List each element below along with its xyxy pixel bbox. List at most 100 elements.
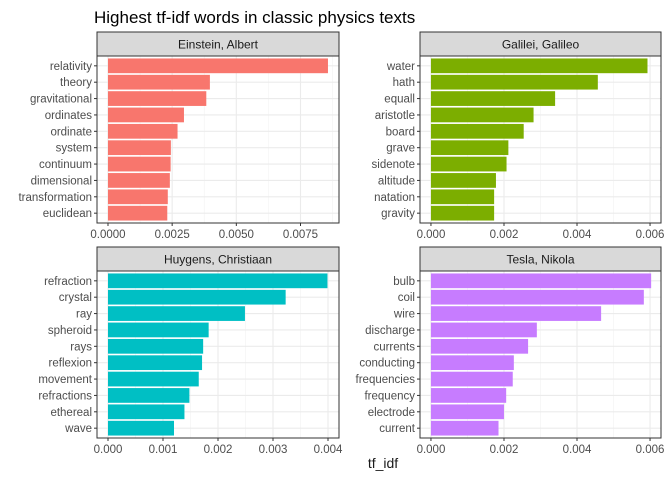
bar xyxy=(107,205,168,221)
x-axis-title: tf_idf xyxy=(368,455,398,471)
y-tick-label: conducting xyxy=(359,358,415,370)
y-tick-label: wire xyxy=(393,309,415,321)
x-tick-label: 0.001 xyxy=(149,444,178,456)
bar xyxy=(107,91,207,106)
bar xyxy=(430,338,529,354)
x-tick-label: 0.0075 xyxy=(283,229,318,241)
bar xyxy=(107,156,171,172)
y-tick-label: refraction xyxy=(44,276,92,288)
bar xyxy=(108,371,199,387)
bar xyxy=(430,388,507,403)
bar xyxy=(108,388,190,403)
bar xyxy=(107,173,170,188)
y-tick-label: continuum xyxy=(39,159,92,171)
x-tick-label: 0.000 xyxy=(417,229,446,241)
y-tick-label: discharge xyxy=(365,325,415,337)
facet-strip-label: Huygens, Christiaan xyxy=(164,253,272,267)
bar xyxy=(430,404,504,420)
x-tick-label: 0.002 xyxy=(490,444,519,456)
y-tick-label: gravity xyxy=(381,208,415,220)
bar xyxy=(107,107,184,123)
y-tick-label: dimensional xyxy=(31,175,92,187)
bar xyxy=(430,273,652,289)
bar xyxy=(430,322,537,338)
bar xyxy=(430,420,499,436)
bar xyxy=(430,306,602,321)
y-tick-label: gravitational xyxy=(30,94,92,106)
y-tick-label: system xyxy=(56,143,92,155)
y-tick-label: electrode xyxy=(368,407,415,419)
y-tick-label: frequencies xyxy=(356,374,416,386)
y-tick-label: transformation xyxy=(18,192,92,204)
y-tick-label: current xyxy=(379,423,416,435)
y-tick-label: wave xyxy=(64,423,92,435)
x-tick-label: 0.003 xyxy=(259,444,288,456)
bar xyxy=(107,58,328,74)
facet-strip-label: Einstein, Albert xyxy=(178,38,259,52)
bar xyxy=(430,123,524,139)
bar xyxy=(430,371,513,387)
facet-panel: Einstein, Albert relativity theory gravitat… xyxy=(18,31,340,241)
x-tick-label: 0.0050 xyxy=(219,229,254,241)
facet-strip-label: Galilei, Galileo xyxy=(502,38,580,52)
bar xyxy=(108,322,209,338)
y-tick-label: ethereal xyxy=(50,407,92,419)
y-tick-label: sidenote xyxy=(372,159,415,171)
bar xyxy=(108,355,203,371)
bar xyxy=(430,58,648,74)
facet-panel: Galilei, Galileo water hath equall aristotle… xyxy=(372,31,665,241)
y-tick-label: rays xyxy=(70,341,92,353)
x-tick-label: 0.004 xyxy=(314,444,343,456)
x-tick-label: 0.004 xyxy=(563,229,592,241)
x-tick-label: 0.006 xyxy=(636,444,665,456)
bar xyxy=(108,420,174,436)
bar xyxy=(107,123,178,139)
bar xyxy=(430,74,598,90)
y-tick-label: grave xyxy=(386,143,415,155)
x-tick-label: 0.006 xyxy=(636,229,665,241)
y-tick-label: aristotle xyxy=(375,110,415,122)
y-tick-label: equall xyxy=(384,94,415,106)
y-tick-label: movement xyxy=(38,374,92,386)
y-tick-label: relativity xyxy=(50,61,92,73)
bar xyxy=(108,338,204,354)
bar xyxy=(108,404,185,420)
y-tick-label: crystal xyxy=(59,292,92,304)
bar xyxy=(430,173,496,188)
facet-strip-label: Tesla, Nikola xyxy=(506,253,574,267)
y-tick-label: theory xyxy=(60,77,92,89)
facet-panel: Tesla, Nikola bulb coil wire discharge curren… xyxy=(356,246,665,456)
facet-panel: Huygens, Christiaanrefractioncrystalrays… xyxy=(38,246,343,456)
x-tick-label: 0.000 xyxy=(94,444,123,456)
chart-title: Highest tf-idf words in classic physics … xyxy=(94,8,415,27)
bar xyxy=(430,140,509,156)
y-tick-label: natation xyxy=(374,192,415,204)
y-tick-label: refractions xyxy=(38,390,92,402)
bar xyxy=(430,91,556,106)
y-tick-label: frequency xyxy=(364,390,415,402)
x-tick-label: 0.0000 xyxy=(90,229,125,241)
x-tick-label: 0.002 xyxy=(204,444,233,456)
y-tick-label: ray xyxy=(76,309,92,321)
y-tick-label: water xyxy=(386,61,415,73)
facet-strip xyxy=(419,246,662,272)
bar xyxy=(430,156,507,172)
y-tick-label: euclidean xyxy=(43,208,92,220)
bar xyxy=(430,289,644,305)
bar xyxy=(108,273,328,289)
bar xyxy=(430,189,495,205)
bar xyxy=(430,355,514,371)
bar xyxy=(430,107,534,123)
bar xyxy=(107,189,168,205)
y-tick-label: board xyxy=(386,126,415,138)
bar xyxy=(108,306,245,321)
y-tick-label: reflexion xyxy=(49,358,92,370)
x-tick-label: 0.000 xyxy=(417,444,446,456)
y-tick-label: altitude xyxy=(378,175,415,187)
y-tick-label: hath xyxy=(393,77,415,89)
y-tick-label: spheroid xyxy=(48,325,92,337)
y-tick-label: bulb xyxy=(393,276,415,288)
x-tick-label: 0.002 xyxy=(490,229,519,241)
facet-strip xyxy=(96,31,340,57)
